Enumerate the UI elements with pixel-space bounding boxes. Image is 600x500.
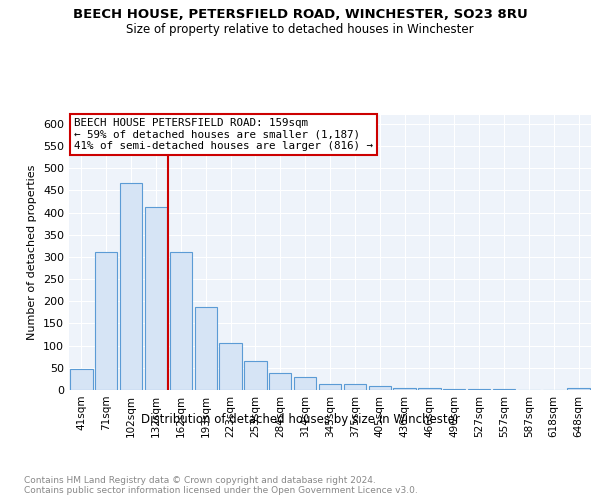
Bar [170, 252, 192, 390]
Text: BEECH HOUSE, PETERSFIELD ROAD, WINCHESTER, SO23 8RU: BEECH HOUSE, PETERSFIELD ROAD, WINCHESTE… [73, 8, 527, 20]
Bar [294, 376, 316, 390]
Bar [220, 344, 242, 390]
Y-axis label: Number of detached properties: Number of detached properties [28, 165, 37, 340]
Text: Distribution of detached houses by size in Winchester: Distribution of detached houses by size … [140, 412, 460, 426]
Bar [368, 386, 391, 390]
Bar [468, 389, 490, 390]
Bar [244, 361, 266, 390]
Bar [394, 388, 416, 390]
Text: BEECH HOUSE PETERSFIELD ROAD: 159sqm
← 59% of detached houses are smaller (1,187: BEECH HOUSE PETERSFIELD ROAD: 159sqm ← 5… [74, 118, 373, 151]
Bar [120, 183, 142, 390]
Bar [443, 388, 466, 390]
Bar [70, 369, 92, 390]
Bar [493, 389, 515, 390]
Bar [95, 252, 118, 390]
Bar [319, 384, 341, 390]
Bar [145, 208, 167, 390]
Text: Size of property relative to detached houses in Winchester: Size of property relative to detached ho… [126, 22, 474, 36]
Bar [568, 388, 590, 390]
Text: Contains HM Land Registry data © Crown copyright and database right 2024.
Contai: Contains HM Land Registry data © Crown c… [24, 476, 418, 495]
Bar [194, 306, 217, 390]
Bar [418, 388, 440, 390]
Bar [269, 373, 292, 390]
Bar [344, 384, 366, 390]
